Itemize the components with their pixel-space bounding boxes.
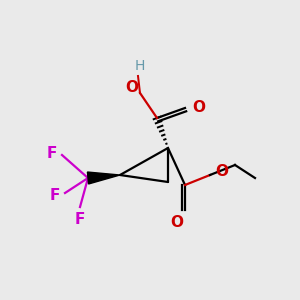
Text: F: F bbox=[46, 146, 57, 160]
Text: H: H bbox=[135, 59, 145, 73]
Text: O: O bbox=[192, 100, 205, 116]
Polygon shape bbox=[87, 172, 120, 184]
Text: O: O bbox=[170, 215, 184, 230]
Text: F: F bbox=[75, 212, 85, 227]
Text: O: O bbox=[125, 80, 138, 95]
Text: O: O bbox=[215, 164, 228, 178]
Text: F: F bbox=[50, 188, 60, 203]
